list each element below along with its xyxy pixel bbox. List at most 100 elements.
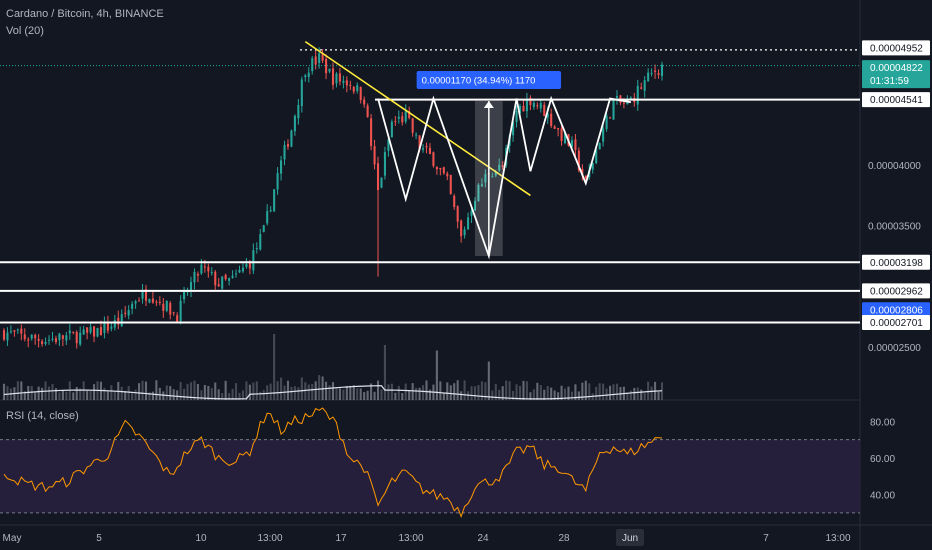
volume-bar <box>266 385 269 400</box>
candle-body <box>6 332 9 341</box>
volume-bar <box>543 389 546 400</box>
volume-bar <box>186 383 189 400</box>
candle-body <box>373 146 376 165</box>
volume-bar <box>283 385 286 400</box>
price-tag-support-1-value: 0.00003198 <box>870 258 923 269</box>
candle-body <box>155 301 158 303</box>
volume-bar <box>20 381 23 400</box>
w-pattern[interactable] <box>377 95 631 260</box>
volume-label[interactable]: Vol (20) <box>6 25 44 37</box>
candle-body <box>172 312 175 314</box>
volume-bar <box>79 388 82 400</box>
candle-body <box>269 210 272 212</box>
volume-bar <box>196 384 199 400</box>
volume-bar <box>172 389 175 400</box>
price-tag-support-2[interactable] <box>862 283 930 299</box>
candle-body <box>629 97 632 99</box>
volume-bar <box>480 381 483 400</box>
candle-body <box>273 189 276 212</box>
volume-bar <box>473 386 477 400</box>
volume-bar <box>449 385 452 400</box>
volume-bar <box>446 382 449 400</box>
price-tag-current-price-value: 0.00004822 <box>870 63 923 74</box>
price-tag-neckline[interactable] <box>862 92 930 108</box>
candle-body <box>349 84 352 86</box>
volume-bar <box>131 393 134 400</box>
volume-bar <box>650 386 653 400</box>
candle-body <box>574 139 577 151</box>
volume-bar <box>508 381 511 400</box>
volume-bar <box>151 391 154 400</box>
price-tag-current-price-countdown: 01:31:59 <box>870 76 909 87</box>
time-label: 28 <box>558 533 570 544</box>
volume-bar <box>331 382 335 400</box>
volume-bar <box>16 381 19 400</box>
volume-bar <box>422 385 425 400</box>
time-label: 10 <box>195 533 207 544</box>
symbol-title[interactable]: Cardano / Bitcoin, 4h, BINANCE <box>6 8 164 20</box>
volume-bar <box>6 386 9 400</box>
volume-bar <box>356 388 359 400</box>
candle-body <box>428 147 432 154</box>
volume-bar <box>124 390 127 400</box>
volume-bar <box>210 388 213 400</box>
volume-bar <box>23 391 26 400</box>
candle-body <box>615 95 619 98</box>
price-tag-highlight-value: 0.00002806 <box>870 305 923 316</box>
rsi-band-fill <box>0 439 860 513</box>
rsi-axis-label: 40.00 <box>870 491 895 502</box>
volume-bar <box>255 381 258 400</box>
volume-bar <box>581 382 584 400</box>
volume-bar <box>238 392 241 400</box>
volume-bar <box>612 384 615 400</box>
volume-bar <box>304 382 307 400</box>
price-tag-dotted-high[interactable] <box>862 40 930 56</box>
volume-bar <box>252 382 255 400</box>
price-tag-support-3-value: 0.00002701 <box>870 318 923 329</box>
price-axis[interactable]: 0.00004000 0.00003500 0.00002500 0.00004952… <box>862 40 930 502</box>
volume-bar <box>602 383 605 400</box>
candle-body <box>359 86 362 101</box>
candle-body <box>286 144 290 147</box>
volume-bar <box>647 381 650 400</box>
time-axis[interactable]: May 5 10 13:00 17 13:00 24 28 Jun 7 13:00 <box>3 529 851 546</box>
volume-bar <box>106 390 109 400</box>
volume-bar <box>501 386 504 400</box>
volume-bar <box>47 386 51 400</box>
volume-bar <box>376 380 380 400</box>
price-tag-highlight[interactable] <box>862 302 930 318</box>
volume-bar <box>442 392 445 400</box>
volume-bar <box>110 385 113 400</box>
candle-body <box>650 72 653 74</box>
rsi-label[interactable]: RSI (14, close) <box>6 410 79 422</box>
candle-body <box>383 152 386 176</box>
candle-body <box>473 200 477 211</box>
price-tag-dotted-high-value: 0.00004952 <box>870 43 923 54</box>
rsi-line-path <box>3 407 663 518</box>
volume-bar <box>470 386 473 400</box>
price-tag-current-price[interactable] <box>862 60 930 89</box>
candle-body <box>501 165 504 167</box>
drawings[interactable]: 0.00001170 (34.94%) 1170 <box>304 40 631 260</box>
candle-body <box>23 334 26 340</box>
volume-bar <box>307 384 310 400</box>
candle-body <box>13 330 16 332</box>
volume-bar <box>2 383 6 400</box>
volume-bar <box>30 385 33 400</box>
price-tag-support-3[interactable] <box>862 314 930 330</box>
candle-body <box>484 174 487 183</box>
candle-body <box>99 327 103 336</box>
volume-bar <box>415 387 418 400</box>
candle-body <box>435 167 438 170</box>
candle-body <box>245 263 248 268</box>
volume-bar <box>505 380 508 400</box>
candle-body <box>654 70 657 72</box>
candle-body <box>411 118 414 133</box>
candle-body <box>89 326 92 333</box>
candle-body <box>553 126 556 129</box>
candle-body <box>131 303 134 309</box>
candle-body <box>96 327 99 337</box>
trend-line[interactable] <box>304 40 531 197</box>
price-tag-support-1[interactable] <box>862 254 930 270</box>
